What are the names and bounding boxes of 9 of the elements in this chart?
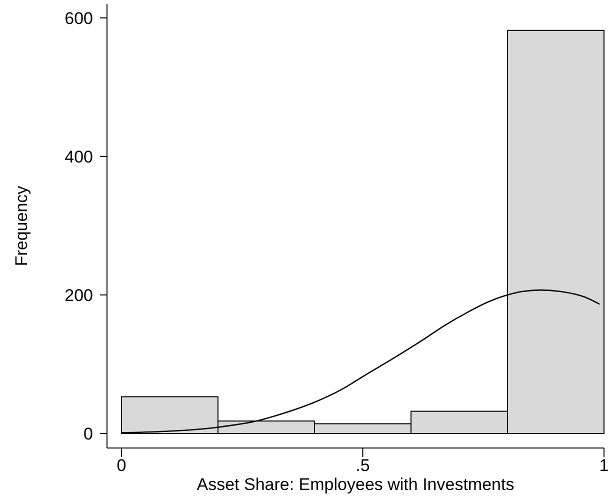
x-tick-label: .5	[356, 456, 370, 476]
x-axis-title: Asset Share: Employees with Investments	[196, 475, 514, 494]
y-tick-label: 600	[64, 8, 93, 28]
x-tick-label: 1	[599, 456, 609, 476]
y-tick-label: 400	[64, 147, 93, 166]
y-axis-title: Frequency	[12, 185, 32, 266]
y-tick-label: 0	[84, 424, 93, 444]
y-tick-label: 200	[64, 286, 93, 305]
x-tick-label: 0	[116, 456, 126, 476]
